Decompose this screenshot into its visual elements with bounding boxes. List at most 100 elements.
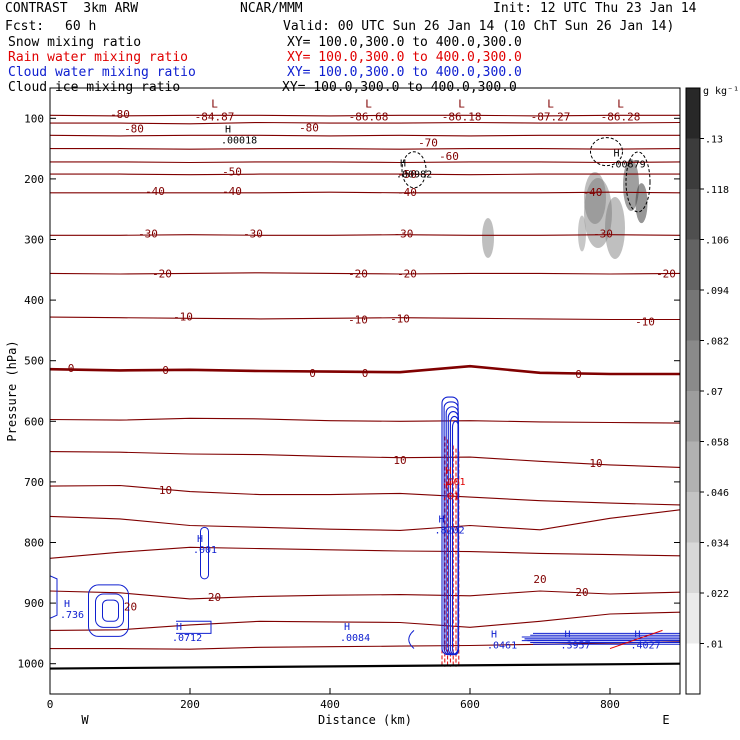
colorbar-tick-label: .118 (705, 185, 729, 196)
temperature-label: 20 (533, 573, 546, 586)
max-marker-H: H (565, 630, 571, 641)
min-marker-L: L (617, 97, 624, 110)
temperature-contour-20 (50, 611, 680, 631)
temperature-label: 0 (309, 367, 316, 380)
max-marker-H: H (225, 125, 231, 136)
field-xy-rain: XY= 100.0,300.0 to 400.0,300.0 (287, 50, 522, 65)
y-tick-label: 600 (24, 415, 44, 428)
temperature-label: 20 (575, 586, 588, 599)
x-tick-label: 800 (600, 698, 620, 711)
max-marker-value: .8202 (435, 525, 465, 536)
temperature-label: -10 (348, 313, 368, 326)
colorbar-tick-label: .01 (705, 640, 723, 651)
cloud-ice-contour (625, 151, 651, 213)
x-axis-label: Distance (km) (318, 713, 412, 727)
cloud-water-contour (50, 575, 58, 619)
temperature-label: 0 (68, 362, 75, 375)
min-marker-value: -86.28 (601, 110, 641, 123)
cloud-water-contour (176, 620, 212, 634)
colorbar-tick-label: .082 (705, 337, 729, 348)
temperature-label: 20 (208, 591, 221, 604)
max-marker-value: .4027 (631, 641, 661, 652)
colorbar-tick-label: .058 (705, 438, 729, 449)
colorbar-segment (686, 441, 700, 492)
temperature-label: -70 (418, 137, 438, 150)
max-marker-value: .0712 (172, 633, 202, 644)
temperature-contour-0 (50, 364, 680, 376)
temperature-contour--80 (50, 114, 680, 117)
temperature-label: -30 (593, 227, 613, 240)
forecast-label: Fcst: (5, 19, 45, 34)
min-marker-value: -84.87 (195, 110, 235, 123)
ice-shading-blob (482, 218, 494, 258)
max-marker-H: H (491, 630, 497, 641)
temperature-label: -10 (173, 310, 193, 323)
colorbar-segment (686, 189, 700, 240)
temperature-contour--40 (50, 191, 680, 194)
cloud-water-contour (88, 584, 129, 637)
max-marker-value: .736 (60, 610, 84, 621)
ice-shading-core (578, 215, 586, 252)
x-tick-label: 0 (47, 698, 54, 711)
y-tick-label: 200 (24, 173, 44, 186)
y-tick-label: 400 (24, 294, 44, 307)
y-tick-label: 1000 (18, 658, 45, 671)
min-marker-L: L (458, 97, 465, 110)
temperature-label: -20 (152, 267, 172, 280)
colorbar-segment (686, 239, 700, 290)
temperature-contour-20 (50, 509, 680, 531)
temperature-label: -40 (222, 185, 242, 198)
colorbar-tick-label: .094 (705, 286, 729, 297)
max-marker-H: H (446, 466, 452, 477)
temperature-label: -20 (656, 267, 676, 280)
max-marker-value: .3957 (561, 641, 591, 652)
min-marker-value: -87.27 (531, 110, 571, 123)
max-marker-H: H (439, 514, 445, 525)
colorbar-segment (686, 593, 700, 644)
temperature-contour-10 (50, 417, 680, 424)
snow-contour (401, 151, 427, 189)
colorbar-tick-label: .046 (705, 488, 729, 499)
temperature-label: -40 (397, 186, 417, 199)
temperature-contour--20 (50, 272, 680, 275)
max-marker-H: H (614, 148, 620, 159)
field-name-snow: Snow mixing ratio (8, 35, 142, 50)
cloud-water-contour (102, 599, 119, 622)
temperature-contour-20 (50, 590, 680, 600)
ice-shading-blob (584, 172, 606, 224)
colorbar-tick-label: .106 (705, 236, 729, 247)
temperature-label: -30 (243, 227, 263, 240)
temperature-contour--70 (50, 148, 680, 150)
cloud-water-contour (451, 420, 460, 656)
max-marker-value: .001 (442, 477, 466, 488)
temperature-label: 0 (575, 368, 582, 381)
ice-shading-blob (584, 178, 612, 248)
temperature-label: -60 (439, 150, 459, 163)
temperature-label: -80 (299, 121, 319, 134)
cloud-water-contour (200, 526, 209, 580)
max-marker-H: H (64, 599, 70, 610)
field-name-rain: Rain water mixing ratio (8, 50, 189, 65)
min-marker-value: -86.68 (349, 110, 389, 123)
max-marker-H: H (197, 534, 203, 545)
max-marker-H: H (400, 159, 406, 170)
max-marker-value: .0461 (487, 641, 517, 652)
plot-area: -80 -80 -80 -70-60 -50 -50 -40 -40 -40 -40 -30 -30 -… (50, 97, 680, 670)
max-marker-value: .00982 (396, 170, 432, 181)
temperature-contour--70 (50, 134, 680, 137)
temperature-label: -30 (138, 227, 158, 240)
y-axis-label: Pressure (hPa) (5, 340, 19, 441)
temperature-label: -50 (397, 168, 417, 181)
max-marker-value: .01 (442, 491, 460, 502)
temperature-label: 10 (589, 457, 602, 470)
y-tick-label: 800 (24, 537, 44, 550)
init-time: Init: 12 UTC Thu 23 Jan 14 (493, 1, 697, 16)
colorbar-segment (686, 391, 700, 442)
min-marker-L: L (365, 97, 372, 110)
y-tick-label: 700 (24, 476, 44, 489)
temperature-contour-30 (50, 641, 680, 650)
temperature-label: -20 (348, 267, 368, 280)
forecast-hour: 60 h (65, 19, 97, 34)
colorbar-segment (686, 88, 700, 139)
